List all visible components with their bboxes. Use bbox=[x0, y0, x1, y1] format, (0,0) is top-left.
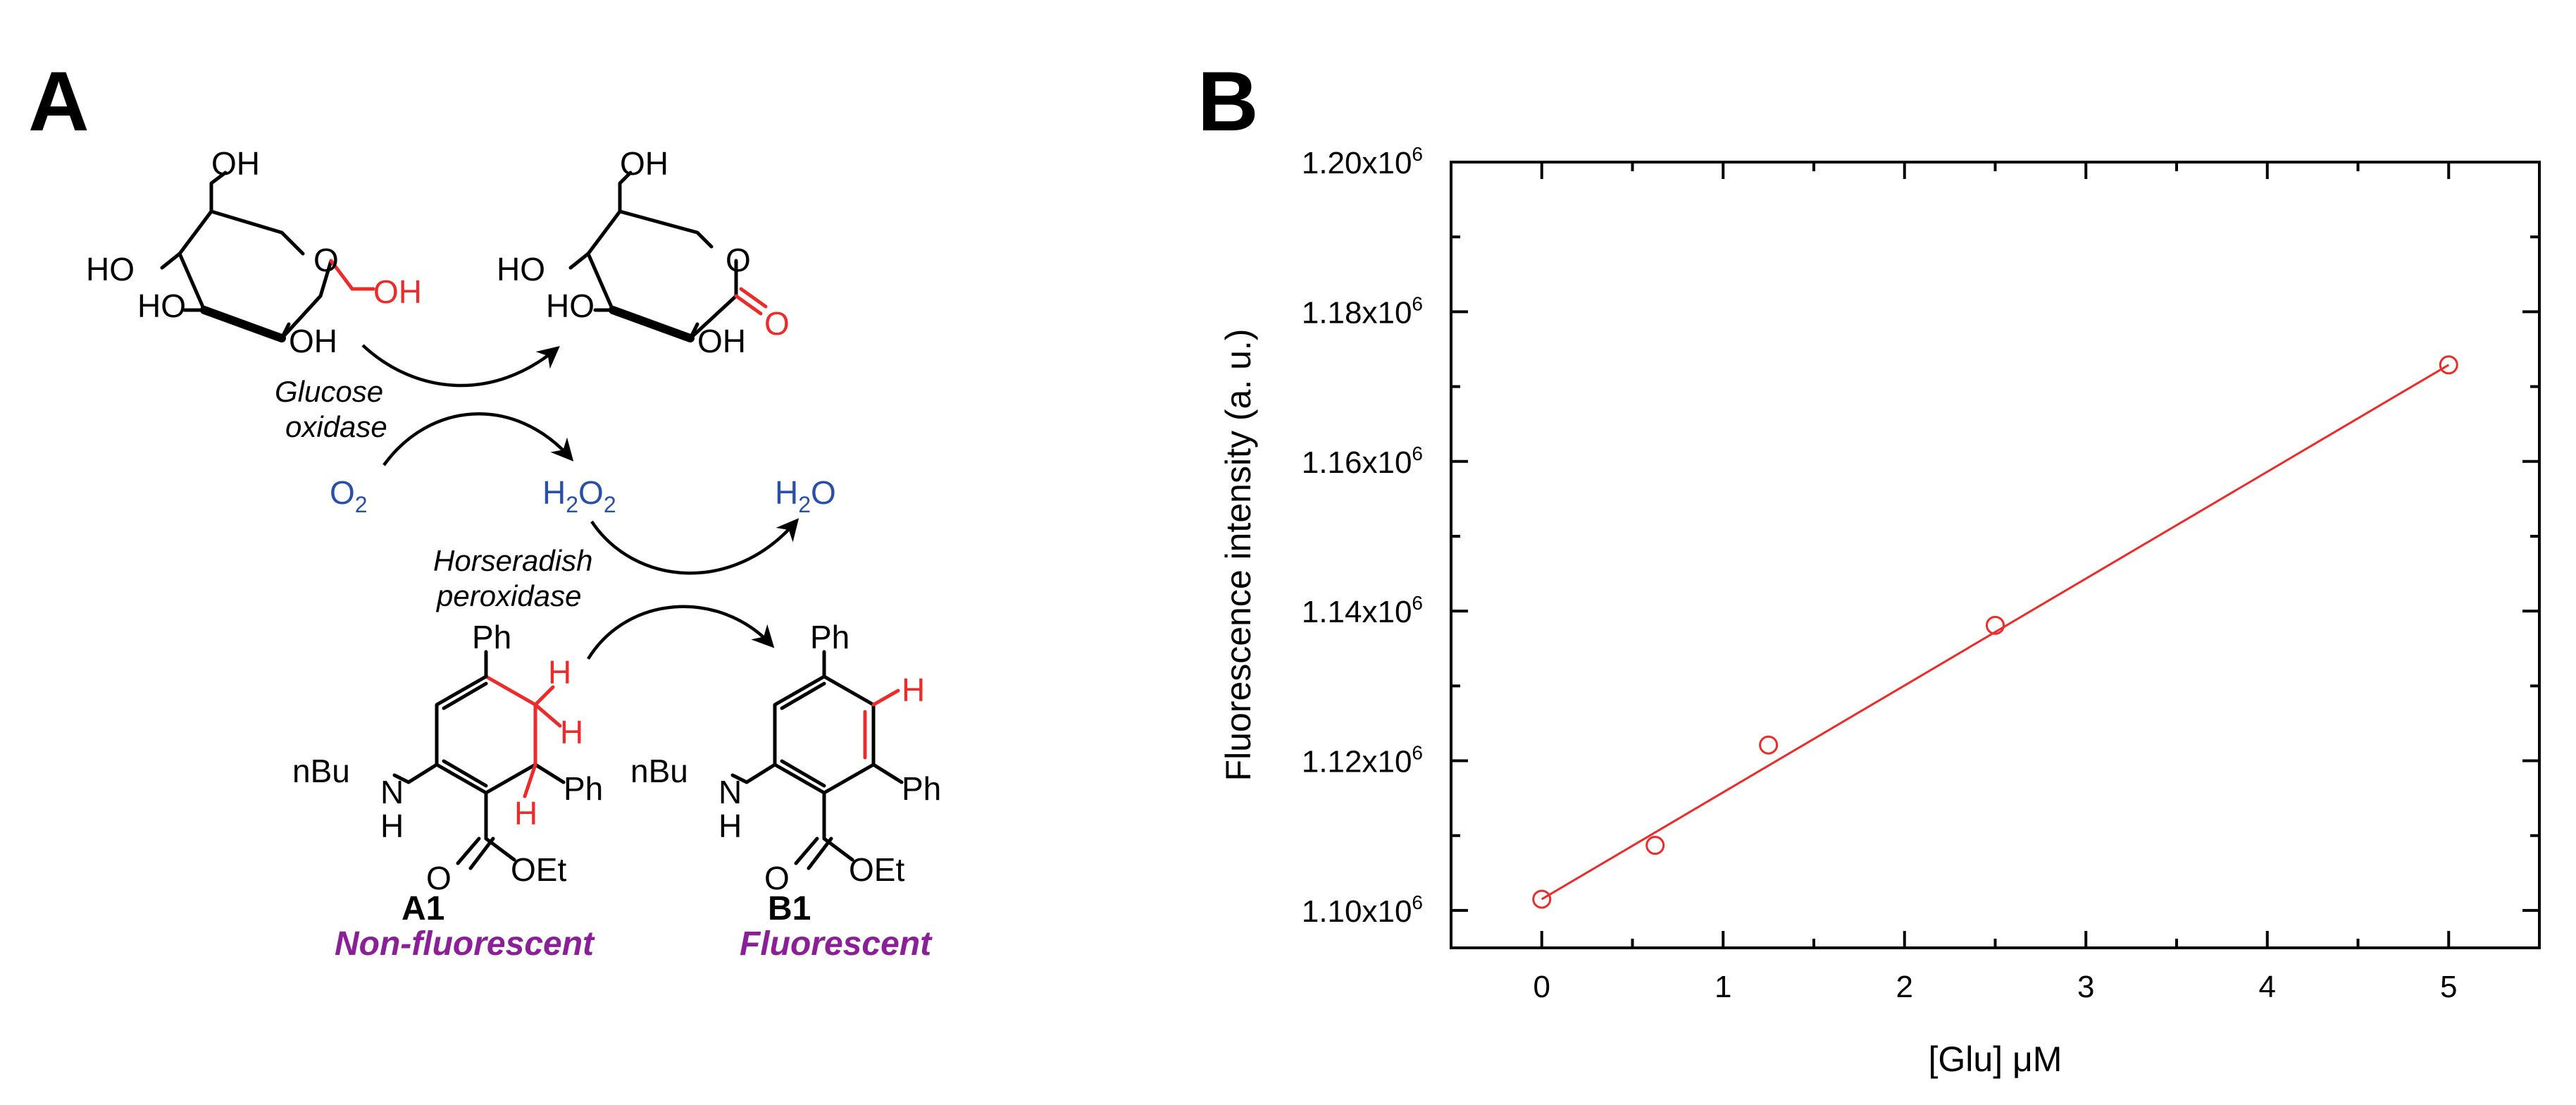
b1-h: H bbox=[902, 672, 925, 708]
glucose-oh-bottom: OH bbox=[289, 323, 337, 359]
a1-h-2: H bbox=[560, 714, 583, 751]
data-points-layer bbox=[1532, 355, 2458, 909]
glucose-oh-top: OH bbox=[211, 145, 260, 182]
y-tick-label: 1.12x106 bbox=[1302, 742, 1423, 779]
x-axis-title: [Glu] μM bbox=[1929, 1039, 2062, 1079]
b1-compound-id: B1 bbox=[768, 890, 811, 927]
a1-ph-top: Ph bbox=[472, 619, 511, 655]
reaction-arrow-3 bbox=[590, 518, 799, 575]
data-point bbox=[1986, 615, 2005, 635]
a1-oet: OEt bbox=[511, 851, 566, 888]
y-axis-ticks: 1.10x106 1.12x106 1.14x106 1.16x106 1.18x106… bbox=[1302, 143, 2539, 929]
b1-nbu: nBu bbox=[630, 753, 688, 789]
compound-b1-structure: Ph Ph H nBu N H O OEt B1 Fluorescent bbox=[630, 619, 941, 963]
enzyme-label-horseradish-peroxidase: Horseradish peroxidase bbox=[433, 544, 592, 612]
a1-nbu: nBu bbox=[292, 753, 350, 789]
x-axis-ticks: 0 1 2 3 4 5 bbox=[1450, 162, 2541, 1004]
lactone-ring-o: O bbox=[726, 242, 751, 278]
a1-h-1: H bbox=[548, 654, 571, 691]
b1-oet: OEt bbox=[849, 851, 904, 888]
linear-fit-line bbox=[1541, 364, 2450, 901]
glucose-ho-mid: HO bbox=[137, 288, 186, 324]
panel-label-b: B bbox=[1197, 54, 1259, 149]
a1-ph-right: Ph bbox=[564, 770, 603, 807]
fit-line-layer bbox=[1541, 364, 2450, 901]
a1-nh-h: H bbox=[380, 808, 404, 844]
svg-text:oxidase: oxidase bbox=[285, 410, 387, 443]
panel-label-a: A bbox=[28, 54, 89, 149]
glucose-oh-anomeric: OH bbox=[373, 273, 422, 310]
reaction-arrow-4 bbox=[587, 605, 775, 660]
y-tick-label: 1.20x106 bbox=[1302, 143, 1423, 180]
reaction-arrow-2 bbox=[382, 412, 574, 467]
gluconolactone-structure: O OH HO HO OH O bbox=[497, 145, 790, 359]
plot-border bbox=[1450, 161, 2541, 949]
y-tick-label: 1.10x106 bbox=[1302, 891, 1423, 929]
svg-text:peroxidase: peroxidase bbox=[435, 579, 581, 612]
data-point bbox=[1645, 836, 1665, 856]
calibration-chart-panel: B 1.10x106 1.12x106 1.14x106 1.16x106 1.18x1… bbox=[1183, 0, 2576, 1105]
b1-ph-right: Ph bbox=[902, 770, 941, 807]
b1-n: N bbox=[718, 774, 742, 810]
b1-ph-top: Ph bbox=[810, 619, 850, 655]
x-tick-label: 1 bbox=[1715, 970, 1731, 1004]
lactone-carbonyl-o: O bbox=[764, 305, 790, 342]
y-tick-label: 1.16x106 bbox=[1302, 443, 1423, 480]
svg-text:Horseradish: Horseradish bbox=[433, 544, 592, 577]
lactone-ho-left: HO bbox=[497, 251, 545, 288]
a1-n: N bbox=[380, 774, 404, 810]
data-point bbox=[2439, 355, 2458, 375]
h2o2-label: H2O2 bbox=[542, 474, 616, 517]
reaction-scheme-svg: A O OH HO HO OH OH O OH HO HO OH O bbox=[28, 54, 941, 963]
h2o-label: H2O bbox=[775, 474, 836, 517]
y-axis-title: Fluorescence intensity (a. u.) bbox=[1219, 329, 1258, 782]
b1-description: Fluorescent bbox=[740, 925, 933, 963]
reaction-arrow-1 bbox=[361, 344, 560, 388]
enzyme-label-glucose-oxidase: Glucose oxidase bbox=[275, 375, 387, 443]
data-point bbox=[1532, 889, 1552, 909]
a1-h-3: H bbox=[514, 795, 537, 832]
lactone-oh-bottom: OH bbox=[697, 323, 746, 359]
svg-text:Glucose: Glucose bbox=[275, 375, 383, 408]
data-point bbox=[1759, 735, 1779, 755]
y-tick-label: 1.14x106 bbox=[1302, 592, 1423, 629]
glucose-ho-left: HO bbox=[86, 251, 135, 288]
x-tick-label: 4 bbox=[2259, 970, 2276, 1004]
glucose-ring-o: O bbox=[313, 242, 339, 278]
a1-description: Non-fluorescent bbox=[335, 925, 595, 963]
b1-nh-h: H bbox=[718, 808, 742, 844]
o2-label: O2 bbox=[330, 474, 368, 517]
compound-a1-structure: Ph Ph H H H nBu N H O OEt A1 Non-fluores… bbox=[292, 619, 603, 963]
reaction-scheme-panel: A O OH HO HO OH OH O OH HO HO OH O bbox=[0, 0, 1183, 1105]
x-tick-label: 3 bbox=[2077, 970, 2094, 1004]
a1-compound-id: A1 bbox=[402, 890, 444, 927]
glucose-structure: O OH HO HO OH OH bbox=[86, 145, 422, 359]
b1-ester-o: O bbox=[764, 860, 790, 896]
x-tick-label: 0 bbox=[1533, 970, 1550, 1004]
calibration-chart-svg: B 1.10x106 1.12x106 1.14x106 1.16x106 1.18x1… bbox=[1197, 54, 2541, 1079]
a1-ester-o: O bbox=[426, 860, 452, 896]
lactone-ho-mid: HO bbox=[546, 288, 595, 324]
y-tick-label: 1.18x106 bbox=[1302, 292, 1423, 330]
lactone-oh-top: OH bbox=[620, 145, 668, 182]
plot-frame bbox=[1450, 161, 2541, 949]
x-tick-label: 5 bbox=[2440, 970, 2457, 1004]
x-tick-label: 2 bbox=[1896, 970, 1913, 1004]
